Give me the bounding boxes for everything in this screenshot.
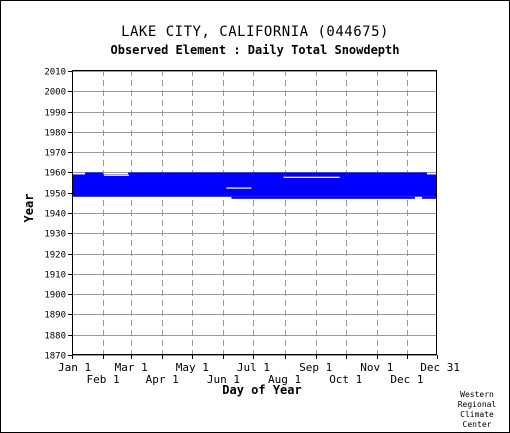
y-tick-label: 1950 [44,190,66,200]
y-tick-label: 1900 [44,291,66,301]
y-tick-label: 2010 [44,68,66,78]
missing-data-gap [104,174,130,176]
plot-background [72,70,437,355]
y-tick-label: 1970 [44,149,66,159]
y-tick-label: 2000 [44,88,66,98]
y-tick-label: 1870 [44,352,66,362]
missing-data-gap [226,187,252,189]
missing-data-gap [414,196,422,199]
y-tick-label: 1910 [44,271,66,281]
credit-line: Climate [460,410,494,419]
x-tick-label: Jan 1 [58,361,91,374]
y-tick-label: 1940 [44,210,66,220]
y-axis-title: Year [22,194,36,223]
y-tick-label: 1920 [44,251,66,261]
credit-line: Regional [457,400,497,409]
chart-title: LAKE CITY, CALIFORNIA (044675) [121,24,389,40]
missing-data-gap [283,176,340,178]
x-tick-label: Dec 1 [390,373,423,386]
x-tick-label: Apr 1 [146,373,179,386]
tick-labels: 1870 1880 1890 1900 1910 1920 1930 1940 1950 1960… [44,68,460,387]
x-tick-label: Feb 1 [87,373,120,386]
x-tick-label: Sep 1 [299,361,332,374]
x-tick-label: Jul 1 [237,361,270,374]
y-tick-label: 1880 [44,332,66,342]
credit-block: Western Regional Climate Center [448,390,506,430]
x-axis-title: Day of Year [222,383,301,397]
credit-line: Center [462,420,492,429]
x-tick-label: Nov 1 [360,361,393,374]
snowdepth-data-block [72,174,86,177]
x-tick-label: Dec 31 [420,361,460,374]
y-tick-label: 1990 [44,109,66,119]
snowdepth-data-block [72,176,437,197]
ticks [68,70,438,359]
snowdepth-data-block [128,172,427,177]
snowdepth-data-block [426,174,437,177]
snowdepth-data-block [85,172,104,177]
data-layer [72,172,437,199]
y-tick-label: 1980 [44,129,66,139]
x-tick-label: Oct 1 [329,373,362,386]
credit-line: Western [460,390,494,399]
x-tick-label: Jun 1 [207,373,240,386]
x-tick-label: May 1 [176,361,209,374]
chart-subtitle: Observed Element : Daily Total Snowdepth [110,43,400,57]
plot-border [72,70,437,355]
x-tick-label: Mar 1 [115,361,148,374]
y-tick-label: 1930 [44,230,66,240]
y-tick-label: 1960 [44,169,66,179]
x-tick-label: Aug 1 [268,373,301,386]
plot-area [72,70,437,355]
snowdepth-data-block [231,196,437,199]
y-tick-label: 1890 [44,311,66,321]
